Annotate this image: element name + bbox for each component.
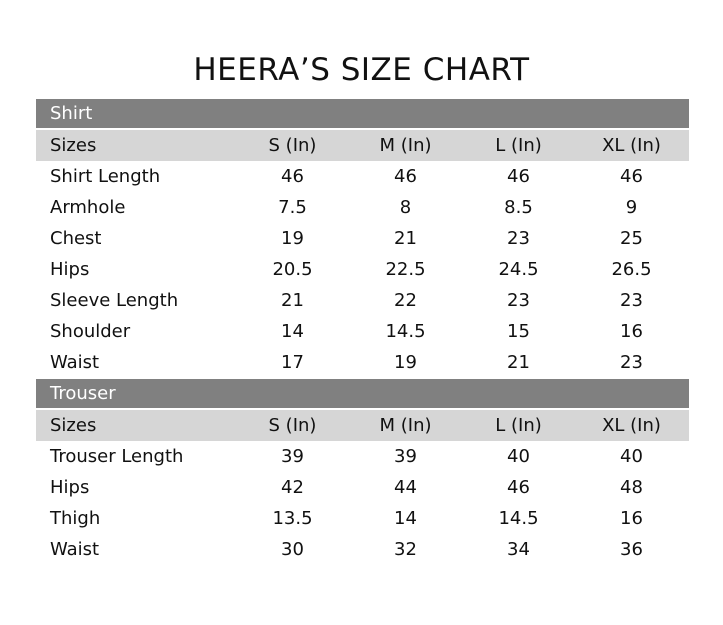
- section-header: Shirt: [36, 99, 689, 128]
- measurement-value: 46: [507, 166, 530, 187]
- page-title: HEERA’S SIZE CHART: [193, 52, 530, 88]
- measurement-value: 48: [620, 477, 643, 498]
- measurement-value: 36: [620, 539, 643, 560]
- measurement-value: 46: [281, 166, 304, 187]
- measurement-value: 39: [394, 446, 417, 467]
- measurement-value: 20.5: [272, 259, 313, 280]
- section-header: Trouser: [36, 379, 689, 408]
- measurement-value: 8: [399, 197, 412, 218]
- measurement-label: Chest: [50, 228, 102, 249]
- measurement-label: Thigh: [50, 508, 101, 529]
- measurement-label: Shoulder: [50, 321, 131, 342]
- shirt-table: Shirt Sizes S (In) M (In) L (In) XL (In) Shirt…: [36, 99, 689, 378]
- measurement-label: Waist: [50, 539, 100, 560]
- sizes-header-row: Sizes S (In) M (In) L (In) XL (In): [36, 130, 689, 161]
- measurement-value: 40: [620, 446, 643, 467]
- measurement-label: Sleeve Length: [50, 290, 179, 311]
- measurement-value: 25: [620, 228, 643, 249]
- measurement-value: 14: [394, 508, 417, 529]
- measurement-value: 21: [394, 228, 417, 249]
- table-row: Waist 30 32 34 36: [36, 534, 689, 565]
- measurement-value: 19: [394, 352, 417, 373]
- measurement-label: Hips: [50, 259, 90, 280]
- measurement-value: 8.5: [504, 197, 533, 218]
- table-row: Armhole 7.5 8 8.5 9: [36, 192, 689, 223]
- measurement-value: 14: [281, 321, 304, 342]
- column-header: M (In): [379, 135, 432, 156]
- column-header: L (In): [495, 415, 542, 436]
- column-header: L (In): [495, 135, 542, 156]
- measurement-value: 7.5: [278, 197, 307, 218]
- measurement-value: 46: [507, 477, 530, 498]
- measurement-label: Hips: [50, 477, 90, 498]
- measurement-value: 23: [507, 228, 530, 249]
- table-row: Thigh 13.5 14 14.5 16: [36, 503, 689, 534]
- measurement-value: 13.5: [272, 508, 313, 529]
- measurement-value: 17: [281, 352, 304, 373]
- sizes-header-row: Sizes S (In) M (In) L (In) XL (In): [36, 410, 689, 441]
- measurement-value: 23: [620, 290, 643, 311]
- measurement-value: 44: [394, 477, 417, 498]
- measurement-value: 23: [507, 290, 530, 311]
- measurement-value: 14.5: [498, 508, 539, 529]
- measurement-value: 46: [394, 166, 417, 187]
- measurement-value: 24.5: [498, 259, 539, 280]
- table-row: Hips 42 44 46 48: [36, 472, 689, 503]
- measurement-value: 26.5: [611, 259, 652, 280]
- measurement-value: 15: [507, 321, 530, 342]
- column-header-label: Sizes: [50, 415, 97, 436]
- measurement-value: 14.5: [385, 321, 426, 342]
- measurement-value: 39: [281, 446, 304, 467]
- trouser-table: Trouser Sizes S (In) M (In) L (In) XL (In) Tro…: [36, 379, 689, 565]
- measurement-value: 22: [394, 290, 417, 311]
- measurement-label: Armhole: [50, 197, 126, 218]
- measurement-value: 21: [507, 352, 530, 373]
- column-header-label: Sizes: [50, 135, 97, 156]
- measurement-label: Waist: [50, 352, 100, 373]
- column-header: M (In): [379, 415, 432, 436]
- measurement-value: 40: [507, 446, 530, 467]
- table-row: Sleeve Length 21 22 23 23: [36, 285, 689, 316]
- column-header: S (In): [268, 415, 317, 436]
- measurement-value: 21: [281, 290, 304, 311]
- column-header: XL (In): [602, 415, 661, 436]
- table-row: Waist 17 19 21 23: [36, 347, 689, 378]
- measurement-value: 16: [620, 321, 643, 342]
- measurement-value: 19: [281, 228, 304, 249]
- table-row: Hips 20.5 22.5 24.5 26.5: [36, 254, 689, 285]
- measurement-value: 9: [625, 197, 638, 218]
- measurement-label: Shirt Length: [50, 166, 161, 187]
- measurement-value: 16: [620, 508, 643, 529]
- measurement-value: 34: [507, 539, 530, 560]
- measurement-value: 23: [620, 352, 643, 373]
- table-row: Trouser Length 39 39 40 40: [36, 441, 689, 472]
- table-row: Shirt Length 46 46 46 46: [36, 161, 689, 192]
- column-header: S (In): [268, 135, 317, 156]
- measurement-value: 30: [281, 539, 304, 560]
- measurement-value: 32: [394, 539, 417, 560]
- measurement-value: 42: [281, 477, 304, 498]
- column-header: XL (In): [602, 135, 661, 156]
- measurement-value: 22.5: [385, 259, 426, 280]
- table-row: Chest 19 21 23 25: [36, 223, 689, 254]
- table-row: Shoulder 14 14.5 15 16: [36, 316, 689, 347]
- measurement-value: 46: [620, 166, 643, 187]
- measurement-label: Trouser Length: [50, 446, 184, 467]
